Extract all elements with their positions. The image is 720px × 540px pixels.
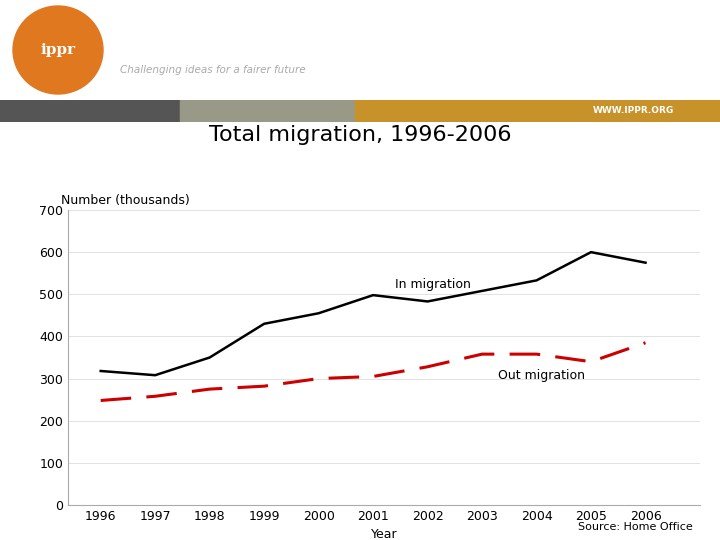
Text: Challenging ideas for a fairer future: Challenging ideas for a fairer future	[120, 65, 305, 75]
Text: In migration: In migration	[395, 278, 471, 291]
Bar	[180, 100, 355, 122]
Ellipse shape	[13, 6, 103, 94]
Text: Number (thousands): Number (thousands)	[60, 194, 189, 207]
Bar	[355, 100, 720, 122]
Text: Out migration: Out migration	[498, 369, 585, 382]
X-axis label: Year: Year	[371, 529, 397, 540]
Text: Source: Home Office: Source: Home Office	[578, 522, 693, 532]
Text: ippr: ippr	[40, 43, 76, 57]
Text: Institute for Public Policy Research: Institute for Public Policy Research	[120, 29, 507, 48]
Text: WWW.IPPR.ORG: WWW.IPPR.ORG	[593, 106, 674, 116]
Text: Total migration, 1996-2006: Total migration, 1996-2006	[209, 125, 511, 145]
Bar	[0, 100, 180, 122]
